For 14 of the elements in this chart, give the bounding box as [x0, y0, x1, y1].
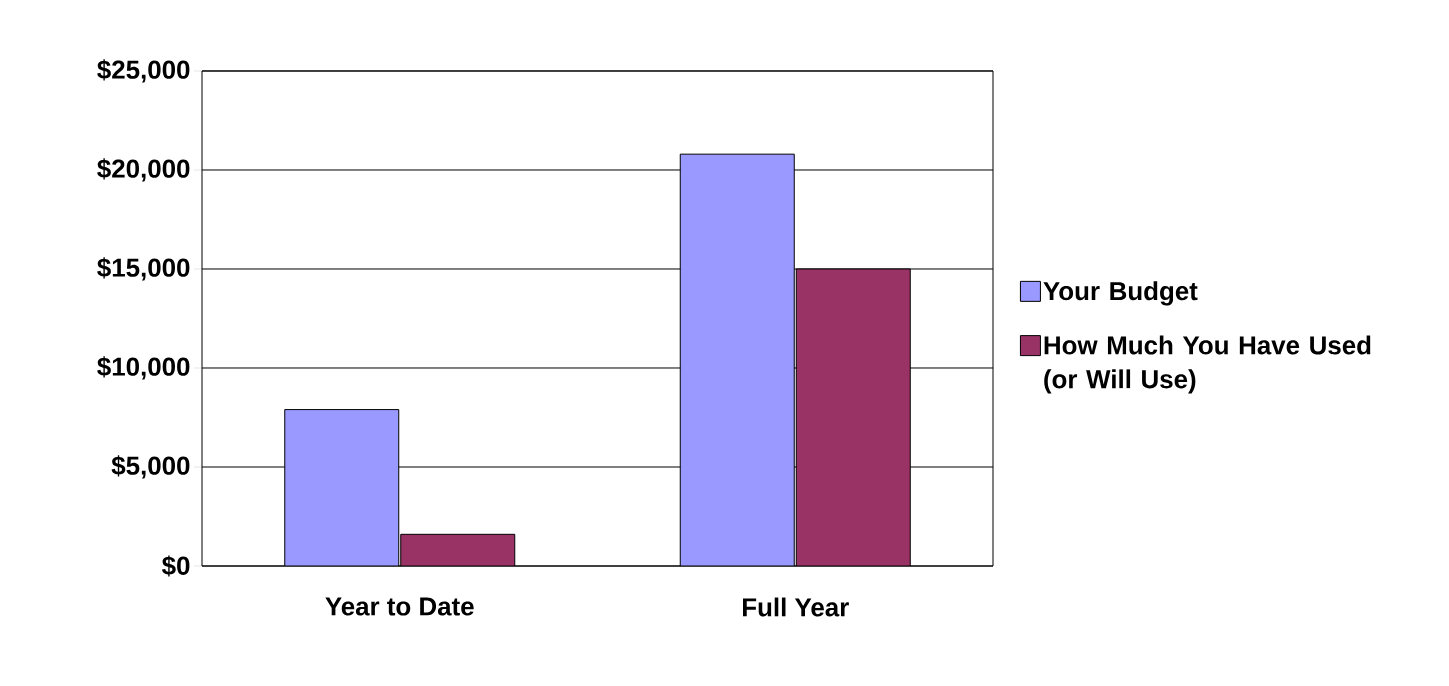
legend-label: How Much You Have Used (or Will Use): [1044, 335, 1371, 394]
x-tick-label: Full Year: [743, 597, 849, 617]
bar: [795, 268, 911, 566]
y-tick-label: $25,000: [97, 59, 190, 83]
y-tick-label: $15,000: [97, 257, 190, 281]
bar: [400, 533, 516, 566]
x-tick-label: Year to Date: [325, 597, 474, 616]
bar: [679, 153, 795, 566]
bar: [284, 409, 400, 566]
legend-label: Your Budget: [1043, 281, 1198, 306]
y-tick-label: $5,000: [111, 455, 190, 479]
y-tick-label: $10,000: [97, 356, 190, 380]
y-tick-label: $0: [162, 555, 190, 577]
y-tick-label: $20,000: [97, 158, 190, 182]
